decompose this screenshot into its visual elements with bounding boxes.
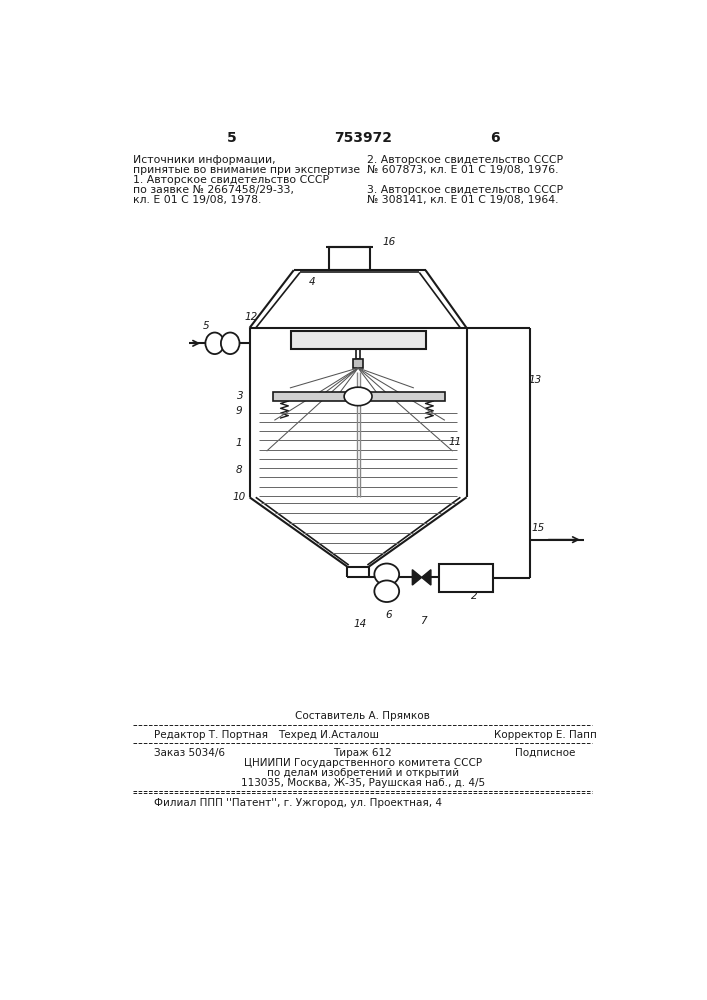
Text: Составитель А. Прямков: Составитель А. Прямков [296, 711, 430, 721]
Ellipse shape [374, 564, 399, 585]
Polygon shape [412, 570, 421, 585]
Text: 15: 15 [531, 523, 544, 533]
Text: по делам изобретений и открытий: по делам изобретений и открытий [267, 768, 459, 778]
Polygon shape [421, 570, 431, 585]
Bar [329, 247, 370, 270]
Text: 113035, Москва, Ж-35, Раушская наб., д. 4/5: 113035, Москва, Ж-35, Раушская наб., д. … [240, 778, 485, 788]
Text: 1: 1 [235, 438, 242, 448]
Text: кл. Е 01 С 19/08, 1978.: кл. Е 01 С 19/08, 1978. [132, 195, 261, 205]
Text: 4: 4 [309, 277, 315, 287]
Text: № 308141, кл. Е 01 С 19/08, 1964.: № 308141, кл. Е 01 С 19/08, 1964. [368, 195, 559, 205]
Text: 16: 16 [382, 237, 396, 247]
Text: Тираж 612: Тираж 612 [333, 748, 392, 758]
Text: принятые во внимание при экспертизе: принятые во внимание при экспертизе [132, 165, 360, 175]
Text: 3: 3 [237, 391, 244, 401]
Bar [440, 564, 493, 592]
Ellipse shape [221, 333, 240, 354]
Text: 2. Авторское свидетельство СССР: 2. Авторское свидетельство СССР [368, 155, 563, 165]
Text: 3. Авторское свидетельство СССР: 3. Авторское свидетельство СССР [368, 185, 563, 195]
Text: Техред И.Асталош: Техред И.Асталош [278, 730, 379, 740]
Text: Заказ 5034/6: Заказ 5034/6 [154, 748, 226, 758]
Text: 1. Авторское свидетельство СССР: 1. Авторское свидетельство СССР [132, 175, 329, 185]
Text: № 607873, кл. Е 01 С 19/08, 1976.: № 607873, кл. Е 01 С 19/08, 1976. [368, 165, 559, 175]
Text: Филиал ППП ''Патент'', г. Ужгород, ул. Проектная, 4: Филиал ППП ''Патент'', г. Ужгород, ул. П… [154, 798, 443, 808]
Text: 5: 5 [203, 321, 209, 331]
Text: 6: 6 [491, 131, 500, 145]
Text: 7: 7 [420, 615, 426, 626]
Text: 2: 2 [471, 591, 478, 601]
Text: 9: 9 [235, 406, 242, 416]
Bar [273, 392, 445, 401]
Ellipse shape [344, 387, 372, 406]
Bar [291, 331, 426, 349]
Text: Источники информации,: Источники информации, [132, 155, 275, 165]
Text: 12: 12 [245, 312, 258, 322]
Text: 13: 13 [528, 375, 542, 385]
Bar [354, 359, 363, 368]
Text: Корректор Е. Папп: Корректор Е. Папп [494, 730, 597, 740]
Text: ЦНИИПИ Государственного комитета СССР: ЦНИИПИ Государственного комитета СССР [244, 758, 481, 768]
Ellipse shape [206, 333, 224, 354]
Text: 5: 5 [227, 131, 237, 145]
Text: Подписное: Подписное [515, 748, 575, 758]
Text: 6: 6 [385, 610, 392, 620]
Text: 10: 10 [232, 492, 245, 502]
Text: 14: 14 [353, 619, 366, 629]
Text: 11: 11 [448, 437, 462, 447]
Text: 8: 8 [235, 465, 242, 475]
Ellipse shape [374, 580, 399, 602]
Text: Редактор Т. Портная: Редактор Т. Портная [154, 730, 268, 740]
Text: 753972: 753972 [334, 131, 392, 145]
Text: по заявке № 2667458/29-33,: по заявке № 2667458/29-33, [132, 185, 293, 195]
